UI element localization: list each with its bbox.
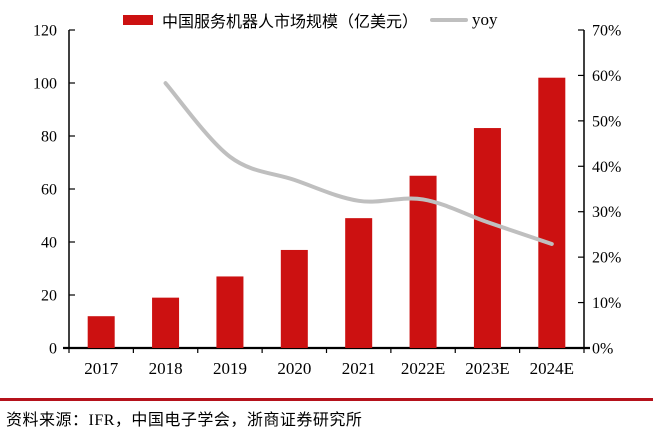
left-axis-tick-label: 80 — [41, 129, 57, 146]
x-axis-category-label: 2024E — [530, 359, 574, 378]
x-axis-category-label: 2020 — [277, 359, 311, 378]
x-axis-category-label: 2023E — [465, 359, 509, 378]
bar-2018 — [152, 297, 180, 348]
yoy-line — [163, 81, 554, 246]
x-axis-category-label: 2017 — [84, 359, 119, 378]
bar-2023E — [473, 128, 501, 348]
left-axis-tick-label: 40 — [41, 235, 57, 252]
right-axis-tick-label: 70% — [592, 23, 621, 40]
bar-series-swatch — [123, 15, 153, 25]
left-axis-tick-label: 100 — [33, 76, 57, 93]
left-axis-tick-label: 120 — [33, 23, 57, 40]
right-axis-tick-label: 40% — [592, 159, 621, 176]
line-series-label: yoy — [472, 10, 498, 29]
x-axis-category-label: 2022E — [401, 359, 445, 378]
right-axis-tick-label: 10% — [592, 295, 621, 312]
bar-2021 — [345, 218, 373, 348]
source-citation: 资料来源：IFR，中国电子学会，浙商证券研究所 — [6, 412, 363, 429]
combo-chart-plot: 0 20 40 60 80 100 120 0% 10% 20% 30% 40% 50% 60% 70% 20… — [33, 23, 621, 379]
left-axis-tick-label: 20 — [41, 288, 57, 305]
chart-legend: 中国服务机器人市场规模（亿美元） yoy — [0, 8, 653, 32]
bar-2019 — [216, 276, 244, 348]
right-axis-tick-label: 50% — [592, 113, 621, 130]
bar-2024E — [538, 77, 566, 348]
bar-series-label: 中国服务机器人市场规模（亿美元） — [162, 14, 419, 31]
right-axis-tick-label: 30% — [592, 204, 621, 221]
left-axis-tick-label: 0 — [49, 341, 57, 358]
source-divider-rule — [0, 398, 653, 401]
left-axis-tick-label: 60 — [41, 182, 57, 199]
bar-2022E — [409, 175, 437, 348]
right-axis-tick-label: 0% — [592, 341, 613, 358]
right-axis-tick-label: 20% — [592, 250, 621, 267]
x-axis-category-label: 2019 — [213, 359, 247, 378]
x-axis-category-label: 2018 — [149, 359, 183, 378]
bar-2020 — [280, 249, 308, 348]
x-axis-category-label: 2021 — [342, 359, 376, 378]
bar-2017 — [87, 316, 115, 348]
right-axis-tick-label: 60% — [592, 68, 621, 85]
line-series-swatch — [430, 18, 469, 22]
